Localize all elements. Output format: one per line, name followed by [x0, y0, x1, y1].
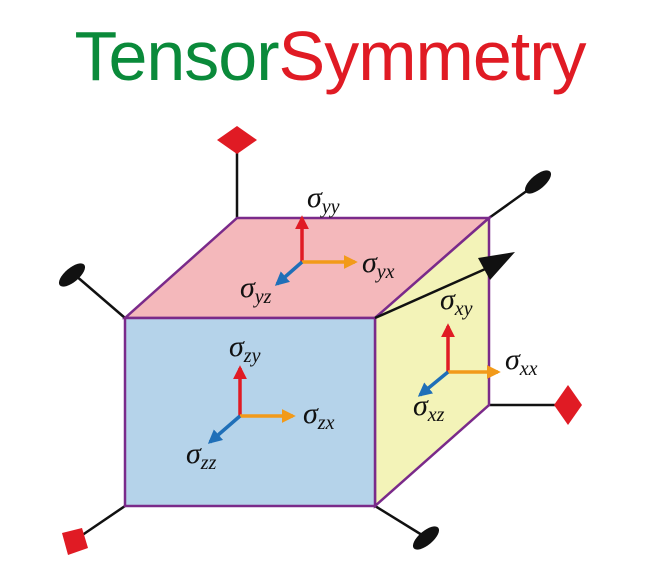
label-sigma-xy: σxy	[440, 283, 473, 320]
front-face-stress-arrows	[207, 365, 296, 444]
black-arrowhead-icon	[478, 252, 515, 280]
title-part-symmetry: Symmetry	[278, 17, 587, 95]
black-ellipse-marker-upper-left	[58, 263, 86, 287]
label-sigma-yx: σyx	[362, 246, 395, 283]
arrow-sigma-xz	[417, 370, 450, 397]
red-diamond-marker-bottom-left	[62, 528, 88, 555]
axis-line-front-arrow-over	[374, 264, 493, 320]
cube-front-face	[123, 316, 377, 508]
top-face-stress-arrows	[274, 215, 358, 286]
arrow-sigma-zz	[207, 414, 242, 444]
red-diamond-marker-top	[217, 126, 257, 154]
label-sigma-zx: σzx	[303, 397, 335, 434]
red-diamond-marker-right	[554, 385, 582, 425]
title-part-tensor: Tensor	[74, 17, 279, 95]
diagram-title: TensorSymmetry	[0, 16, 660, 96]
arrow-sigma-yz	[274, 260, 304, 286]
label-sigma-xx: σxx	[505, 343, 538, 380]
label-sigma-zy: σzy	[229, 330, 261, 367]
side-face-stress-arrows	[417, 323, 501, 397]
label-sigma-zz: σzz	[186, 437, 217, 474]
label-sigma-xz: σxz	[413, 389, 445, 426]
label-sigma-yz: σyz	[240, 271, 272, 308]
black-ellipse-marker-bottom-right	[412, 526, 440, 550]
black-ellipse-marker-upper-right	[524, 170, 552, 194]
axis-line-bottom-right	[374, 504, 423, 537]
label-sigma-yy: σyy	[307, 181, 340, 218]
axis-line-upper-left	[74, 274, 126, 319]
